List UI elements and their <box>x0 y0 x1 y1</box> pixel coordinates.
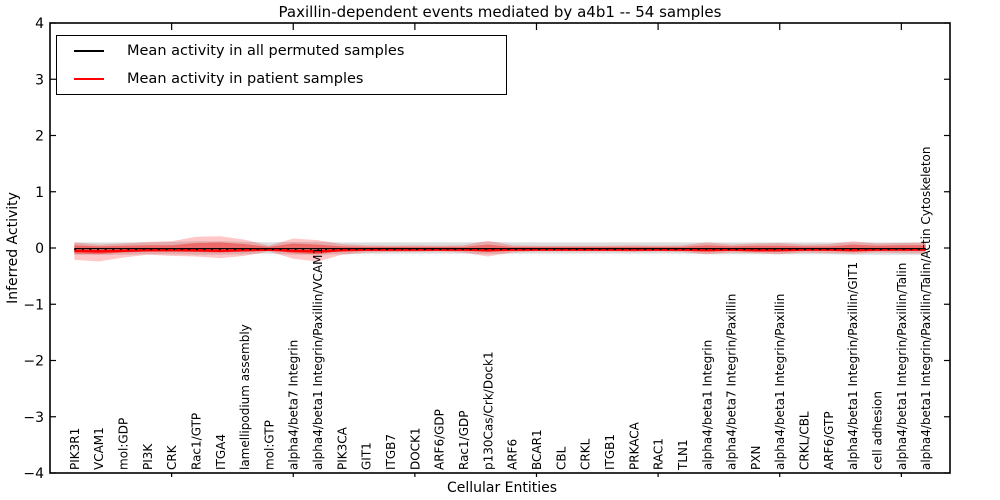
x-tick-label: alpha4/beta1 Integrin/Paxillin <box>773 294 787 470</box>
x-tick-label: alpha4/beta1 Integrin <box>700 340 714 470</box>
x-tick-label: lamellipodium assembly <box>238 324 252 470</box>
x-tick-label: alpha4/beta7 Integrin <box>287 340 301 470</box>
legend-line-red <box>74 78 104 81</box>
x-tick-label: BCAR1 <box>530 429 544 470</box>
x-tick-label: Rac1/GDP <box>457 411 471 470</box>
x-tick-label: mol:GTP <box>262 420 276 470</box>
x-tick-label: mol:GDP <box>116 418 130 470</box>
x-tick-label: RAC1 <box>652 438 666 470</box>
y-axis-label: Inferred Activity <box>5 192 21 304</box>
x-tick-label: PIK3CA <box>335 426 349 470</box>
legend-item-patient: Mean activity in patient samples <box>57 65 506 93</box>
legend-label: Mean activity in patient samples <box>127 71 364 88</box>
x-tick-label: TLN1 <box>676 439 690 471</box>
x-tick-label: alpha4/beta1 Integrin/Paxillin/Talin/Act… <box>919 147 933 470</box>
legend-label: Mean activity in all permuted samples <box>127 42 405 59</box>
x-tick-label: PXN <box>749 446 763 470</box>
x-tick-label: alpha4/beta1 Integrin/Paxillin/GIT1 <box>846 262 860 470</box>
y-tick-label: −4 <box>23 466 44 482</box>
x-tick-label: ITGB1 <box>603 434 617 470</box>
x-tick-label: cell adhesion <box>871 391 885 470</box>
y-tick-label: −3 <box>23 410 44 426</box>
x-tick-label: CRKL/CBL <box>798 411 812 470</box>
x-tick-label: alpha4/beta7 Integrin/Paxillin <box>725 294 739 470</box>
x-tick-label: p130Cas/Crk/Dock1 <box>481 351 495 470</box>
y-tick-label: −2 <box>23 354 44 370</box>
x-axis-label: Cellular Entities <box>446 480 558 496</box>
x-tick-label: CBL <box>554 446 568 470</box>
x-tick-label: PIK3R1 <box>68 428 82 470</box>
y-tick-label: 2 <box>35 129 44 145</box>
x-tick-label: alpha4/beta1 Integrin/Paxillin/VCAM1 <box>311 247 325 470</box>
x-tick-label: PI3K <box>141 443 155 470</box>
legend-item-permuted: Mean activity in all permuted samples <box>57 37 506 65</box>
x-tick-label: VCAM1 <box>92 427 106 470</box>
chart-title: Paxillin-dependent events mediated by a4… <box>278 3 722 21</box>
x-tick-label: alpha4/beta1 Integrin/Paxillin/Talin <box>895 263 909 470</box>
x-tick-label: ARF6 <box>506 439 520 470</box>
x-tick-label: Rac1/GTP <box>189 413 203 470</box>
y-tick-label: 3 <box>35 72 44 88</box>
x-tick-label: PRKACA <box>627 421 641 470</box>
x-tick-label: ARF6/GTP <box>822 411 836 470</box>
y-tick-label: 0 <box>35 241 44 257</box>
y-tick-label: 4 <box>35 16 44 32</box>
x-tick-label: DOCK1 <box>408 427 422 470</box>
legend-line-black <box>74 49 104 52</box>
x-tick-label: CRKL <box>579 438 593 470</box>
y-tick-label: −1 <box>23 297 44 313</box>
x-tick-label: CRK <box>165 444 179 470</box>
legend-box: Mean activity in all permuted samples Me… <box>56 35 507 95</box>
x-tick-label: ITGA4 <box>214 434 228 470</box>
x-tick-label: GIT1 <box>360 442 374 470</box>
y-tick-label: 1 <box>35 185 44 201</box>
x-tick-label: ARF6/GDP <box>433 409 447 470</box>
x-tick-label: ITGB7 <box>384 434 398 470</box>
